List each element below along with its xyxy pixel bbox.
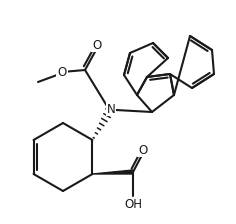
Text: OH: OH xyxy=(124,198,142,211)
Text: O: O xyxy=(57,65,67,78)
Text: O: O xyxy=(138,144,148,157)
Text: O: O xyxy=(92,39,102,52)
Text: N: N xyxy=(107,103,115,116)
Polygon shape xyxy=(93,170,133,174)
